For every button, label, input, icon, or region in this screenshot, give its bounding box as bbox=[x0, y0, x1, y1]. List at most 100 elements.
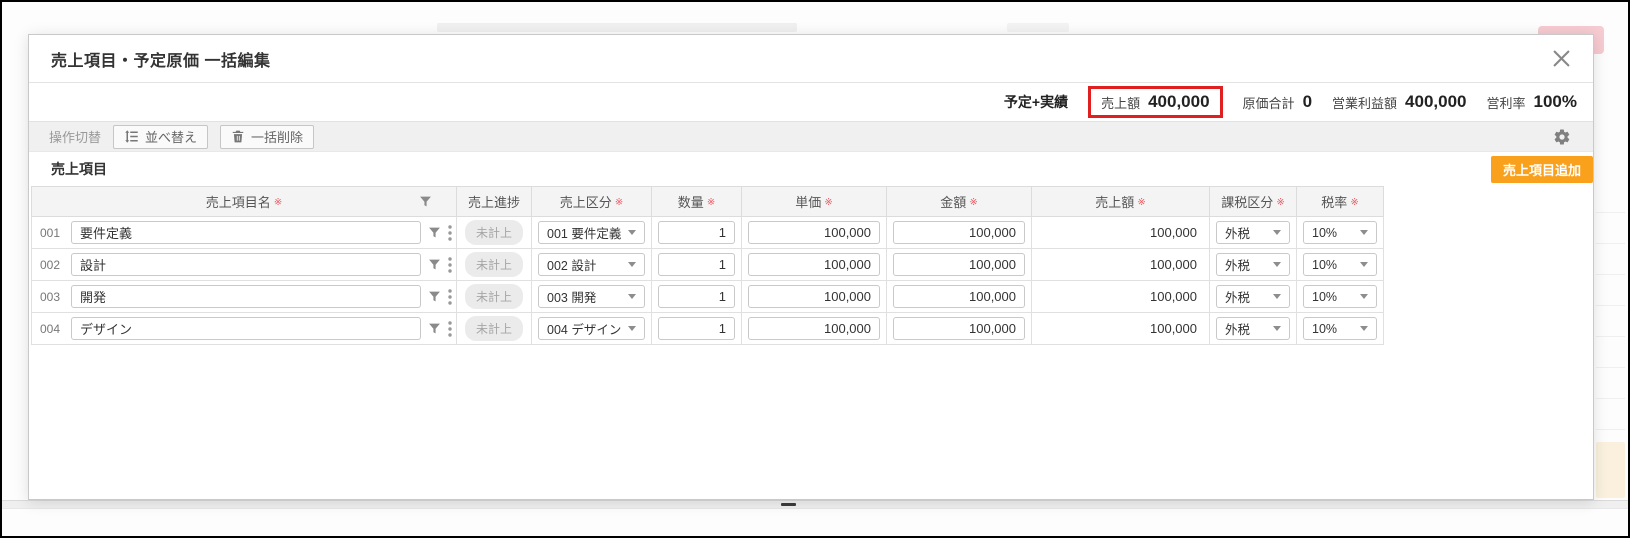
tax-rate-select[interactable]: 10% bbox=[1303, 253, 1377, 276]
sort-button-label: 並べ替え bbox=[145, 130, 198, 145]
row-filter-button[interactable] bbox=[428, 226, 441, 239]
cell-tax-rate: 10% bbox=[1296, 280, 1384, 313]
row-filter-button[interactable] bbox=[428, 322, 441, 335]
bulk-delete-button[interactable]: 一括削除 bbox=[220, 124, 315, 149]
category-select[interactable]: 001 要件定義 bbox=[538, 221, 645, 244]
header-category: 売上区分 ※ bbox=[531, 186, 652, 217]
chevron-down-icon bbox=[1360, 262, 1368, 267]
table-row: 001 未計上 001 要件定義 bbox=[31, 216, 1384, 249]
kebab-menu-icon bbox=[448, 224, 452, 241]
summary-margin: 営利率 100% bbox=[1487, 92, 1578, 112]
close-icon bbox=[1553, 50, 1570, 67]
summary-profit: 営業利益額 400,000 bbox=[1332, 92, 1466, 112]
modal-title: 売上項目・予定原価 一括編集 bbox=[51, 52, 271, 70]
gear-icon bbox=[1554, 128, 1570, 145]
tax-rate-select[interactable]: 10% bbox=[1303, 285, 1377, 308]
tax-type-select[interactable]: 外税 bbox=[1216, 221, 1290, 244]
tax-type-select[interactable]: 外税 bbox=[1216, 317, 1290, 340]
cell-qty bbox=[651, 312, 742, 345]
cell-tax-type: 外税 bbox=[1209, 312, 1297, 345]
item-name-input[interactable] bbox=[71, 285, 421, 308]
unit-price-input[interactable] bbox=[748, 253, 880, 276]
chevron-down-icon bbox=[1360, 230, 1368, 235]
cell-tax-rate: 10% bbox=[1296, 216, 1384, 249]
chevron-down-icon bbox=[1360, 326, 1368, 331]
kebab-menu-icon bbox=[448, 288, 452, 305]
qty-input[interactable] bbox=[658, 317, 735, 340]
cell-category: 004 デザイン bbox=[531, 312, 652, 345]
table-row: 002 未計上 002 設計 bbox=[31, 248, 1384, 281]
header-item-name: 売上項目名 ※ bbox=[31, 186, 457, 217]
chevron-down-icon bbox=[1360, 294, 1368, 299]
chevron-down-icon bbox=[628, 230, 636, 235]
row-menu-button[interactable] bbox=[448, 224, 452, 241]
qty-input[interactable] bbox=[658, 285, 735, 308]
row-menu-button[interactable] bbox=[448, 288, 452, 305]
backdrop-ghost-text bbox=[437, 23, 797, 32]
cell-sales-amount: 100,000 bbox=[1031, 248, 1210, 281]
cell-unit-price bbox=[741, 312, 887, 345]
row-filter-button[interactable] bbox=[428, 290, 441, 303]
item-name-input[interactable] bbox=[71, 317, 421, 340]
row-number: 002 bbox=[39, 257, 61, 272]
cell-amount bbox=[886, 280, 1032, 313]
backdrop-page-strip bbox=[2, 500, 1628, 509]
tax-rate-select[interactable]: 10% bbox=[1303, 221, 1377, 244]
cell-progress: 未計上 bbox=[456, 216, 532, 249]
amount-input[interactable] bbox=[893, 285, 1025, 308]
cell-tax-type: 外税 bbox=[1209, 216, 1297, 249]
cell-item-name: 002 bbox=[31, 248, 457, 281]
bulk-delete-button-label: 一括削除 bbox=[251, 130, 304, 145]
cell-tax-rate: 10% bbox=[1296, 312, 1384, 345]
item-name-input[interactable] bbox=[71, 253, 421, 276]
row-number: 003 bbox=[39, 289, 61, 304]
chevron-down-icon bbox=[628, 262, 636, 267]
qty-input[interactable] bbox=[658, 221, 735, 244]
row-menu-button[interactable] bbox=[448, 320, 452, 337]
chevron-down-icon bbox=[628, 326, 636, 331]
cell-amount bbox=[886, 312, 1032, 345]
chevron-down-icon bbox=[1273, 262, 1281, 267]
settings-button[interactable] bbox=[1553, 128, 1573, 146]
summary-profit-value: 400,000 bbox=[1405, 92, 1467, 111]
qty-input[interactable] bbox=[658, 253, 735, 276]
cell-item-name: 001 bbox=[31, 216, 457, 249]
progress-status-badge: 未計上 bbox=[464, 220, 523, 245]
tax-type-select[interactable]: 外税 bbox=[1216, 285, 1290, 308]
category-select[interactable]: 004 デザイン bbox=[538, 317, 645, 340]
item-name-input[interactable] bbox=[71, 221, 421, 244]
unit-price-input[interactable] bbox=[748, 285, 880, 308]
amount-input[interactable] bbox=[893, 221, 1025, 244]
summary-profit-label: 営業利益額 bbox=[1332, 95, 1398, 111]
sales-amount-value: 100,000 bbox=[1150, 289, 1197, 304]
amount-input[interactable] bbox=[893, 253, 1025, 276]
category-select[interactable]: 002 設計 bbox=[538, 253, 645, 276]
row-menu-button[interactable] bbox=[448, 256, 452, 273]
sort-button[interactable]: 並べ替え bbox=[113, 124, 209, 149]
backdrop-ghost-highlight bbox=[1596, 442, 1625, 498]
cell-unit-price bbox=[741, 280, 887, 313]
add-sales-item-button[interactable]: 売上項目追加 bbox=[1490, 156, 1593, 183]
sales-amount-value: 100,000 bbox=[1150, 257, 1197, 272]
category-select[interactable]: 003 開発 bbox=[538, 285, 645, 308]
unit-price-input[interactable] bbox=[748, 317, 880, 340]
row-filter-button[interactable] bbox=[428, 258, 441, 271]
column-filter-button[interactable] bbox=[419, 195, 432, 211]
header-sales-amount: 売上額 ※ bbox=[1031, 186, 1210, 217]
tax-type-select[interactable]: 外税 bbox=[1216, 253, 1290, 276]
summary-sales-value: 400,000 bbox=[1148, 92, 1210, 111]
cell-qty bbox=[651, 248, 742, 281]
cell-category: 001 要件定義 bbox=[531, 216, 652, 249]
amount-input[interactable] bbox=[893, 317, 1025, 340]
chevron-down-icon bbox=[628, 294, 636, 299]
summary-cost-label: 原価合計 bbox=[1242, 95, 1295, 111]
filter-icon bbox=[429, 259, 440, 270]
close-button[interactable] bbox=[1552, 49, 1571, 68]
sales-amount-value: 100,000 bbox=[1150, 321, 1197, 336]
summary-sales-label: 売上額 bbox=[1101, 95, 1141, 111]
cell-qty bbox=[651, 280, 742, 313]
filter-icon bbox=[429, 291, 440, 302]
cell-sales-amount: 100,000 bbox=[1031, 312, 1210, 345]
unit-price-input[interactable] bbox=[748, 221, 880, 244]
tax-rate-select[interactable]: 10% bbox=[1303, 317, 1377, 340]
